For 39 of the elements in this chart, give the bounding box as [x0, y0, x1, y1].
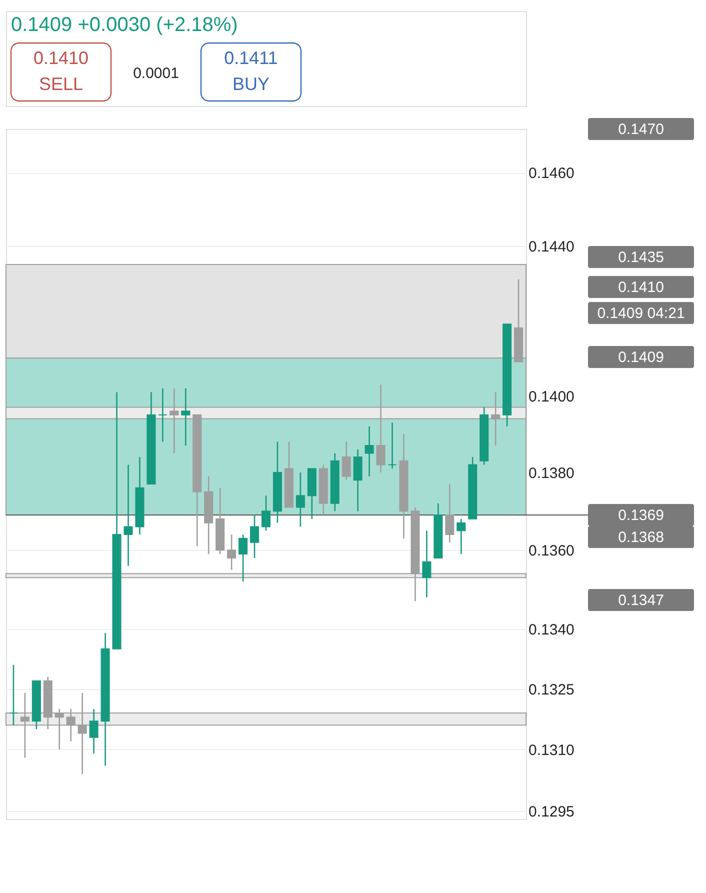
text: 0.1409 04:21 [597, 305, 685, 322]
text: 0.1410 [618, 279, 664, 296]
text: 0.1470 [618, 121, 664, 138]
y-tick-label: 0.1295 [528, 803, 574, 820]
text: SELL [38, 74, 84, 94]
candlestick [342, 441, 351, 481]
chart-subtitle: 0.1409 +0.0030 (+2.18%) [11, 14, 238, 36]
candlestick [89, 708, 98, 754]
y-tick-label: 0.1340 [528, 621, 574, 638]
text: 0.1410 [33, 48, 89, 68]
candlestick [422, 530, 432, 598]
text: 0.1411 [224, 48, 278, 68]
y-tick-label: 0.1360 [528, 542, 574, 560]
y-tick-label: 0.1325 [528, 681, 574, 698]
candlestick [353, 448, 362, 512]
candlestick [181, 388, 190, 446]
text: 0.1347 [618, 592, 664, 609]
candlestick [158, 388, 168, 442]
y-tick-label: 0.1310 [528, 742, 574, 759]
y-tick-label: 0.1380 [528, 464, 574, 482]
candlestick [8, 664, 18, 726]
text: 0.1409 [618, 349, 664, 366]
ref-line-label: 0.1369 [618, 507, 664, 524]
candlestick [250, 514, 260, 559]
candlestick [364, 426, 374, 477]
candlestick [456, 518, 466, 555]
y-tick-label: 0.1440 [528, 238, 574, 256]
text: 0.0001 [133, 65, 179, 82]
candlestick [261, 494, 271, 532]
text: BUY [232, 74, 270, 94]
candlestick [296, 472, 305, 528]
candlestick [388, 422, 397, 470]
candlestick [124, 464, 133, 566]
y-tick-label: 0.1400 [528, 388, 574, 406]
candlestick [238, 534, 248, 582]
text: 0.1435 [618, 249, 664, 266]
text: 0.1368 [618, 529, 664, 546]
y-tick-label: 0.1460 [528, 165, 574, 182]
candlestick [227, 534, 236, 570]
